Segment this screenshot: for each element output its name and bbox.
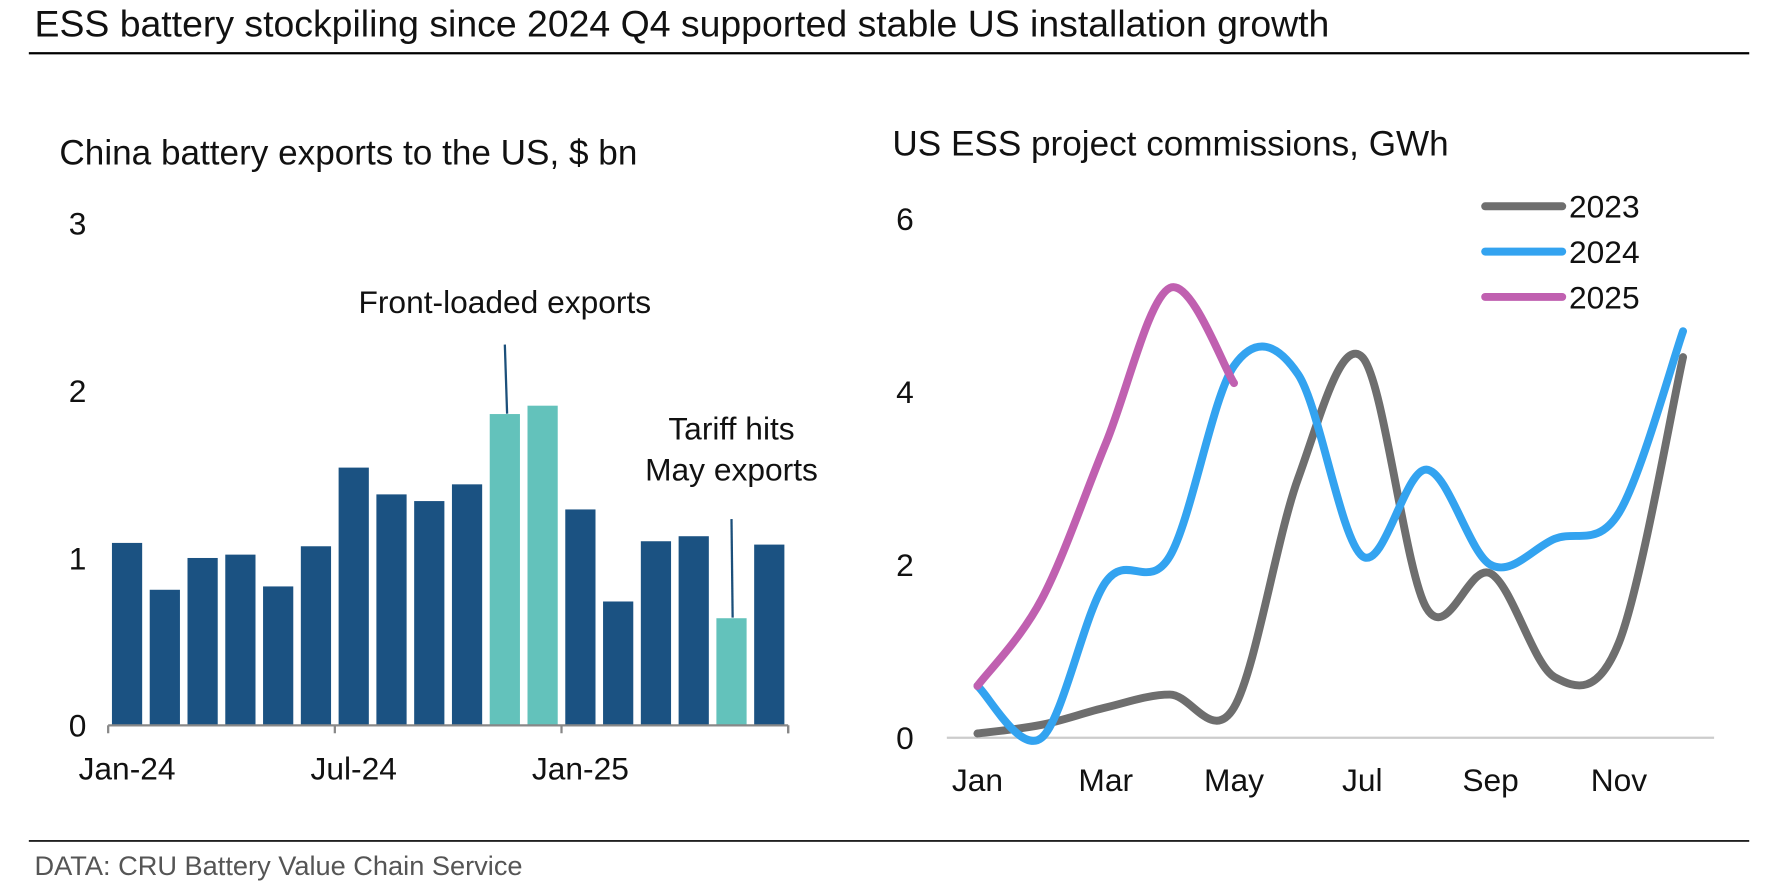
y-tick-label: 6: [896, 201, 914, 237]
bar: [376, 494, 407, 726]
y-tick-label: 3: [69, 206, 87, 242]
bar: [111, 542, 143, 726]
annotation-line: [730, 519, 734, 618]
bar: [225, 554, 256, 726]
annotation-line: [503, 344, 509, 414]
bar: [565, 509, 596, 726]
bar: [263, 586, 294, 726]
bar: [149, 589, 180, 726]
legend-label: 2024: [1569, 234, 1640, 270]
page-title: ESS battery stockpiling since 2024 Q4 su…: [35, 2, 1330, 44]
y-tick-label: 4: [896, 374, 914, 410]
bar: [187, 557, 218, 726]
x-tick-label: Sep: [1462, 762, 1518, 798]
y-tick-label: 0: [896, 720, 914, 756]
line-series: [973, 350, 1688, 738]
bar: [640, 541, 672, 726]
annotation: May exports: [645, 452, 818, 488]
left-title: China battery exports to the US, $ bn: [59, 133, 637, 172]
line-series: [973, 283, 1238, 690]
x-tick-label: Mar: [1078, 762, 1133, 798]
bar: [414, 501, 445, 726]
x-tick-label: Jul: [1342, 762, 1383, 798]
right-title: US ESS project commissions, GWh: [892, 124, 1448, 163]
y-tick-label: 2: [896, 547, 914, 583]
annotation: Tariff hits: [668, 411, 794, 447]
bar: [451, 484, 483, 726]
y-tick-label: 2: [69, 373, 87, 409]
bar: [300, 546, 332, 726]
x-tick-label: Jan-25: [532, 751, 629, 787]
legend-label: 2025: [1569, 279, 1640, 315]
bar: [338, 467, 369, 726]
x-tick-label: Jan-24: [79, 751, 176, 787]
x-tick-label: May: [1204, 762, 1264, 798]
line-series: [973, 327, 1688, 745]
y-tick-label: 1: [69, 540, 87, 576]
annotation: Front-loaded exports: [358, 284, 651, 320]
bar: [754, 544, 785, 726]
legend-label: 2023: [1569, 189, 1640, 225]
bar: [489, 414, 520, 726]
bar: [527, 405, 558, 726]
bar: [678, 536, 709, 726]
x-tick-label: Jan: [952, 762, 1003, 798]
y-tick-label: 0: [69, 708, 87, 744]
x-tick-label: Nov: [1591, 762, 1648, 798]
bar: [716, 618, 747, 726]
bar: [603, 601, 634, 726]
source: DATA: CRU Battery Value Chain Service: [35, 850, 523, 881]
x-tick-label: Jul-24: [311, 751, 397, 787]
